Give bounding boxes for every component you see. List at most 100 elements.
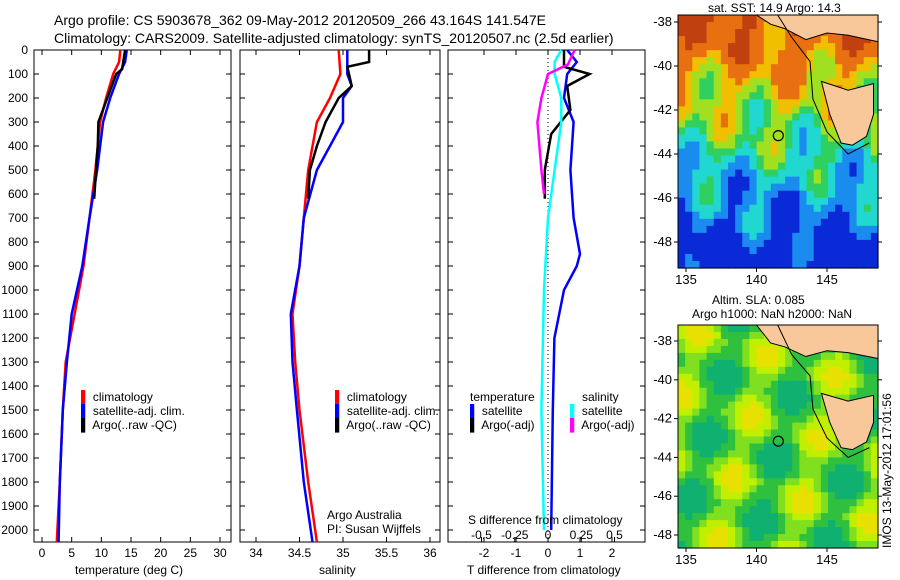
map-cell	[749, 331, 758, 340]
map-frame	[677, 324, 879, 549]
map-cell	[828, 478, 836, 486]
map-cell	[785, 141, 793, 150]
map-cell	[806, 457, 815, 465]
map-cell	[720, 36, 729, 44]
map-cell	[749, 29, 758, 37]
map-cell	[720, 450, 729, 459]
map-cell	[813, 373, 822, 382]
map-cell	[806, 78, 815, 86]
map-cell	[749, 239, 758, 248]
map-cell	[742, 408, 751, 417]
map-cell	[792, 176, 801, 185]
map-cell	[720, 71, 729, 79]
map-cell	[692, 148, 701, 157]
map-cell	[870, 260, 879, 269]
map-cell	[706, 415, 715, 424]
map-cell	[678, 57, 686, 65]
map-cell	[806, 450, 815, 459]
map-cell	[742, 478, 751, 486]
map-cell	[728, 155, 736, 164]
map-cell	[735, 499, 743, 507]
map-cell	[856, 183, 865, 192]
map-cell	[778, 253, 786, 262]
map-cell	[763, 148, 772, 157]
map-cell	[792, 71, 801, 79]
shelf-contour	[777, 14, 870, 155]
map-cell	[820, 218, 829, 227]
map-cell	[742, 387, 751, 396]
map-cell	[770, 260, 779, 269]
map-cell	[699, 36, 708, 44]
map-cell	[699, 176, 708, 185]
map-cell	[735, 415, 743, 424]
map-cell	[756, 492, 765, 500]
y-tick-label: 1700	[1, 451, 28, 465]
map-cell	[770, 485, 779, 493]
map-cell	[842, 57, 851, 65]
map-cell	[806, 499, 815, 507]
map-cell	[785, 99, 793, 107]
map-cell	[756, 99, 765, 107]
map-cell	[756, 246, 765, 255]
map-cell	[792, 380, 801, 389]
x-tick-label: 25	[184, 546, 198, 560]
map-cell	[863, 148, 872, 157]
map-cell	[706, 197, 715, 206]
s-diff-label: S difference from climatology	[468, 513, 623, 527]
map-cell	[835, 499, 843, 507]
map-cell	[728, 436, 736, 445]
legend-item: ▌ satellite	[570, 404, 623, 418]
map-cell	[742, 92, 751, 100]
map-cell	[678, 485, 686, 493]
map-cell	[835, 471, 843, 479]
map-cell	[728, 373, 736, 382]
map-cell	[799, 85, 808, 93]
map-cell	[685, 513, 693, 521]
map-cell	[749, 71, 758, 79]
map-cell	[820, 176, 829, 185]
map-cell	[835, 260, 843, 269]
map-cell	[849, 225, 858, 234]
map-cell	[735, 513, 743, 521]
map-cell	[720, 92, 729, 100]
map-cell	[763, 36, 772, 44]
map-cell	[770, 92, 779, 100]
map-cell	[856, 197, 865, 206]
map-cell	[770, 394, 779, 403]
map-cell	[792, 527, 801, 535]
map-cell	[699, 169, 708, 178]
map-cell	[828, 485, 836, 493]
map-cell	[842, 183, 851, 192]
argo-location-marker	[772, 435, 784, 447]
map-cell	[778, 499, 786, 507]
map-cell	[778, 162, 786, 171]
map-cell	[706, 43, 715, 51]
map-cell	[856, 485, 865, 493]
map-cell	[749, 443, 758, 452]
map-cell	[678, 239, 686, 248]
map-cell	[713, 457, 722, 465]
map-cell	[849, 359, 858, 368]
map-cell	[699, 485, 708, 493]
map-cell	[813, 513, 822, 521]
map-cell	[728, 450, 736, 459]
map-cell	[720, 478, 729, 486]
map-cell	[842, 64, 851, 72]
map-cell	[770, 155, 779, 164]
map-cell	[699, 366, 708, 375]
legend-item: ▌ Argo(..raw -QC)	[335, 418, 431, 432]
map-cell	[792, 499, 801, 507]
map-cell	[835, 190, 843, 199]
map-cell	[685, 401, 693, 410]
map-cell	[742, 352, 751, 361]
map-cell	[770, 408, 779, 417]
map-cell	[692, 99, 701, 107]
map-cell	[792, 387, 801, 396]
map-cell	[828, 57, 836, 65]
map-cell	[763, 113, 772, 122]
map-cell	[778, 492, 786, 500]
map-cell	[849, 541, 858, 549]
map-cell	[778, 43, 786, 51]
map-cell	[720, 415, 729, 424]
